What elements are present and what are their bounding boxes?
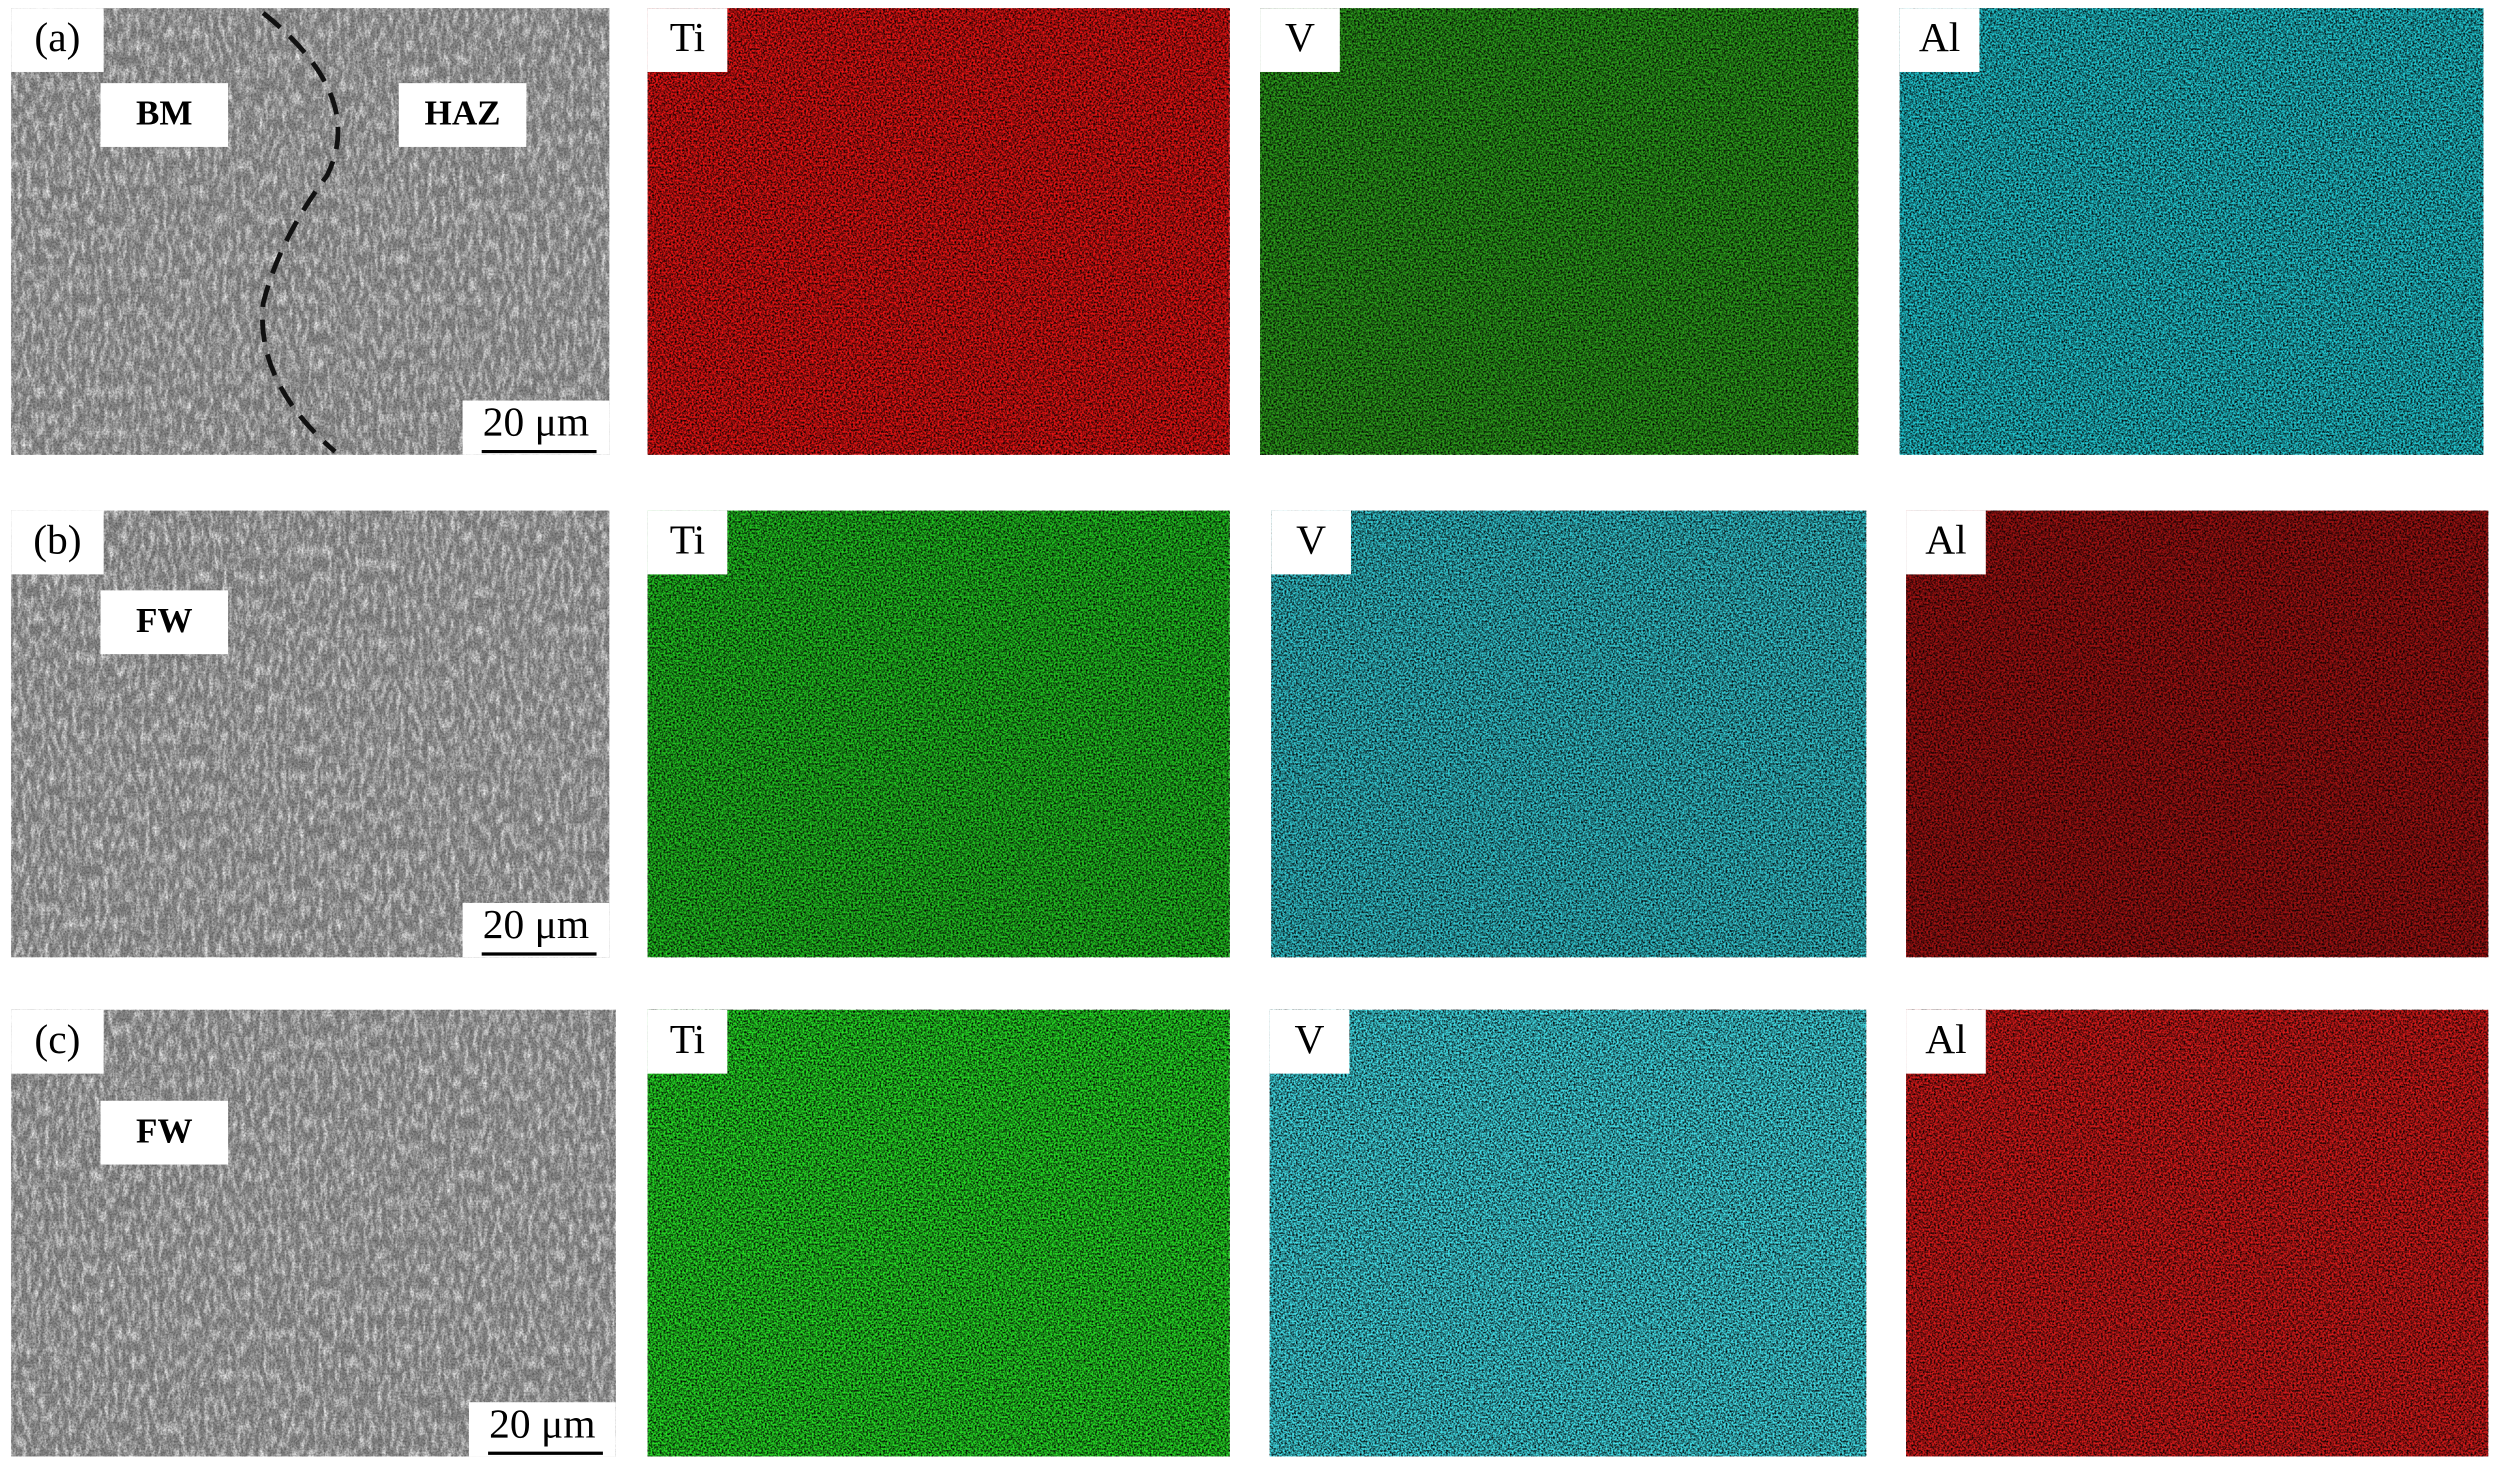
- sem-texture: [11, 8, 610, 455]
- element-label-box: [1899, 8, 1980, 72]
- element-label: Ti: [670, 517, 705, 563]
- panel-label-box: [11, 1009, 104, 1074]
- region-label: BM: [136, 94, 193, 133]
- eds-texture: [647, 510, 1230, 958]
- region-label-box: [100, 1100, 229, 1165]
- scale-bar-label: 20 μm: [483, 901, 589, 947]
- scale-bar-bg: [462, 400, 610, 455]
- region-label: HAZ: [425, 94, 501, 133]
- element-label: V: [1295, 1016, 1325, 1062]
- eds-texture: [1271, 510, 1867, 958]
- region-label-box: [100, 590, 229, 655]
- eds-texture: [647, 1009, 1230, 1457]
- element-label: Ti: [670, 14, 705, 60]
- element-label-box: [1260, 8, 1340, 72]
- element-label-box: [1906, 510, 1986, 575]
- panel-label-box: [11, 8, 104, 72]
- panel-label: (a): [34, 14, 80, 61]
- element-label: Al: [1919, 14, 1960, 60]
- sem-texture: [11, 1009, 616, 1457]
- element-label: Ti: [670, 1016, 705, 1062]
- eds-texture: [1906, 1009, 2489, 1457]
- element-label-box: [1906, 1009, 1986, 1074]
- element-label: V: [1285, 14, 1315, 60]
- element-label-box: [1269, 1009, 1350, 1074]
- eds-texture: [647, 8, 1230, 455]
- region-label-box: [398, 83, 527, 147]
- panel-label: (b): [33, 517, 81, 564]
- region-label: FW: [136, 1111, 193, 1150]
- element-label: Al: [1925, 1016, 1966, 1062]
- region-label-box: [100, 83, 229, 147]
- eds-texture: [1269, 1009, 1867, 1457]
- scale-bar-bg: [468, 1402, 616, 1457]
- element-label-box: [647, 1009, 728, 1074]
- panel-label-box: [11, 510, 104, 575]
- scale-bar-label: 20 μm: [489, 1400, 595, 1446]
- zone-boundary: [260, 11, 341, 454]
- sem-texture: [11, 510, 610, 958]
- region-label: FW: [136, 601, 193, 640]
- element-label-box: [1271, 510, 1351, 575]
- scale-bar-bg: [462, 902, 610, 958]
- element-label-box: [647, 510, 728, 575]
- scale-bar-label: 20 μm: [483, 399, 589, 445]
- eds-texture: [1260, 8, 1859, 455]
- element-label: V: [1296, 517, 1326, 563]
- panel-label: (c): [34, 1016, 80, 1063]
- element-label-box: [647, 8, 728, 72]
- eds-texture: [1906, 510, 2489, 958]
- element-label: Al: [1925, 517, 1966, 563]
- eds-texture: [1899, 8, 2484, 455]
